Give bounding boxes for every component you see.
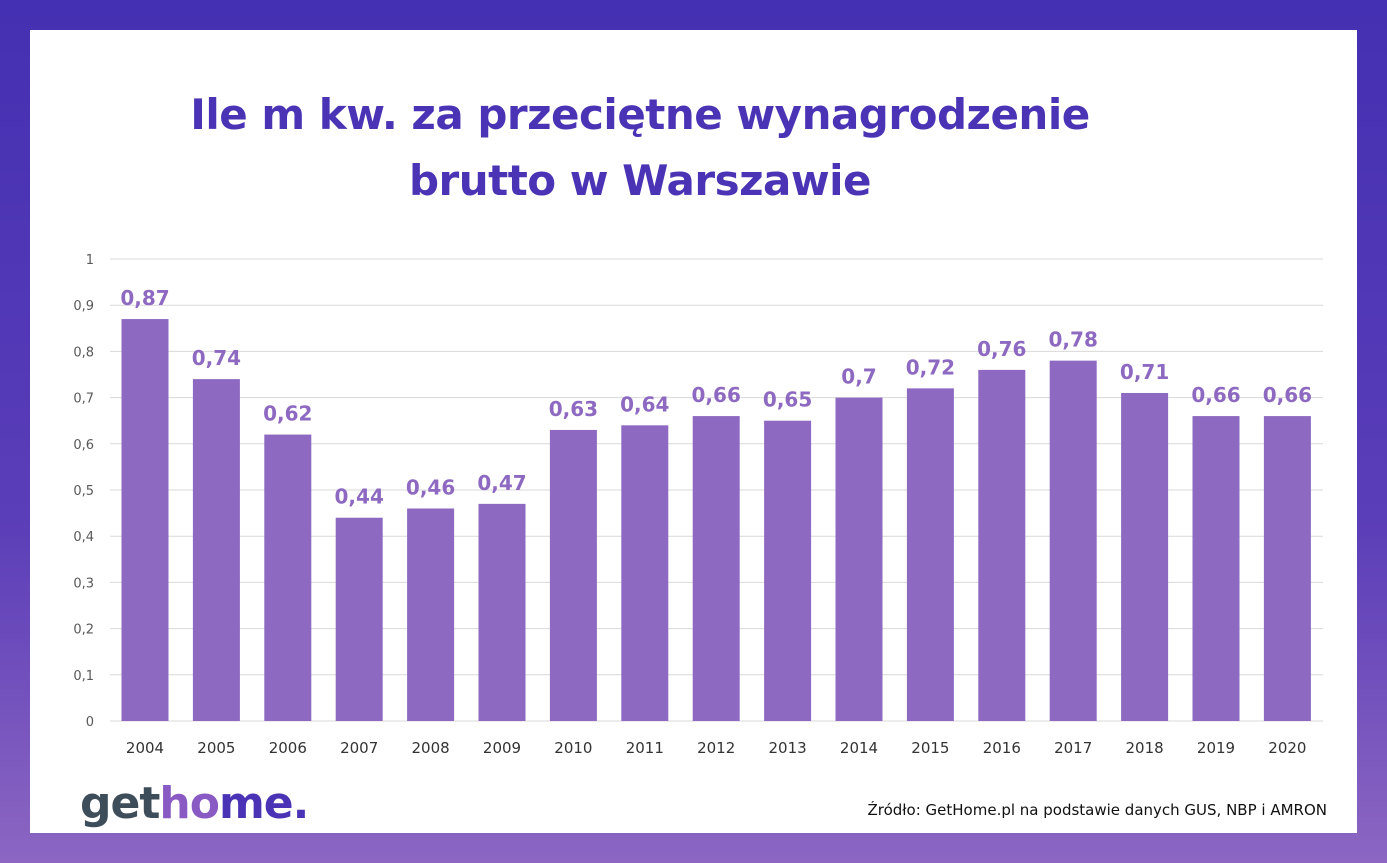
- data-label: 0,87: [120, 286, 169, 310]
- x-tick-label: 2009: [483, 739, 521, 757]
- y-tick-label: 0,5: [73, 484, 94, 499]
- data-label: 0,76: [977, 337, 1026, 361]
- data-label: 0,66: [1191, 383, 1240, 407]
- x-tick-label: 2018: [1126, 739, 1164, 757]
- y-tick-label: 0,6: [73, 438, 94, 453]
- x-tick-label: 2013: [769, 739, 807, 757]
- bar-2005: [192, 379, 240, 721]
- data-label: 0,78: [1049, 328, 1098, 352]
- x-tick-label: 2014: [840, 739, 878, 757]
- x-tick-label: 2010: [554, 739, 592, 757]
- data-label: 0,72: [906, 355, 955, 379]
- data-label: 0,7: [841, 365, 876, 389]
- data-label: 0,65: [763, 388, 812, 412]
- x-tick-label: 2015: [911, 739, 949, 757]
- bar-2019: [1192, 416, 1240, 721]
- bar-2009: [478, 503, 526, 721]
- bar-2006: [264, 434, 312, 721]
- x-tick-label: 2011: [626, 739, 664, 757]
- bar-2014: [835, 397, 883, 721]
- x-tick-label: 2005: [197, 739, 235, 757]
- y-tick-label: 0,1: [73, 669, 94, 684]
- data-label: 0,66: [692, 383, 741, 407]
- data-label: 0,62: [263, 402, 312, 426]
- bar-2015: [906, 388, 954, 721]
- x-tick-label: 2020: [1268, 739, 1306, 757]
- title-line-1: Ile m kw. za przeciętne wynagrodzenie: [190, 90, 1090, 139]
- x-tick-label: 2016: [983, 739, 1021, 757]
- data-label: 0,63: [549, 397, 598, 421]
- data-label: 0,71: [1120, 360, 1169, 384]
- y-tick-label: 1: [86, 253, 94, 268]
- bar-2010: [549, 429, 597, 721]
- x-tick-label: 2004: [126, 739, 164, 757]
- bar-2017: [1049, 360, 1097, 721]
- chart-title: Ile m kw. za przeciętne wynagrodzenie br…: [0, 82, 1280, 214]
- data-label: 0,64: [620, 392, 669, 416]
- x-tick-label: 2006: [269, 739, 307, 757]
- data-label: 0,47: [477, 471, 526, 495]
- bar-2007: [335, 517, 383, 721]
- x-tick-label: 2019: [1197, 739, 1235, 757]
- bar-2020: [1263, 416, 1311, 721]
- y-tick-label: 0,4: [73, 530, 94, 545]
- bar-2008: [407, 508, 455, 721]
- y-tick-label: 0,7: [73, 392, 94, 407]
- title-line-2: brutto w Warszawie: [408, 156, 872, 205]
- data-label: 0,44: [335, 485, 384, 509]
- data-label: 0,74: [192, 346, 241, 370]
- bar-2004: [121, 319, 169, 721]
- bar-2012: [692, 416, 740, 721]
- y-tick-label: 0,3: [73, 576, 94, 591]
- y-tick-label: 0,8: [73, 345, 94, 360]
- x-tick-label: 2017: [1054, 739, 1092, 757]
- x-tick-label: 2007: [340, 739, 378, 757]
- gethome-logo: gethome.: [80, 778, 309, 829]
- x-tick-label: 2008: [412, 739, 450, 757]
- source-note: Źródło: GetHome.pl na podstawie danych G…: [867, 801, 1327, 819]
- y-tick-label: 0,9: [73, 299, 94, 314]
- data-label: 0,66: [1263, 383, 1312, 407]
- x-tick-label: 2012: [697, 739, 735, 757]
- bar-2018: [1121, 392, 1169, 721]
- data-label: 0,46: [406, 475, 455, 499]
- y-tick-label: 0: [86, 715, 94, 730]
- bar-2016: [978, 369, 1026, 721]
- bar-2011: [621, 425, 669, 721]
- y-tick-label: 0,2: [73, 623, 94, 638]
- bar-2013: [764, 420, 812, 721]
